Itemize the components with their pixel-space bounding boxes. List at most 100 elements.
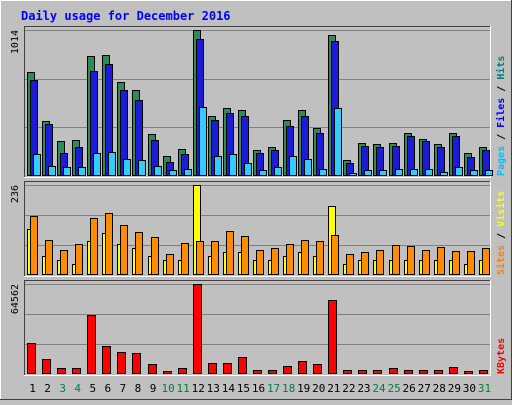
bar-pages-day-15 <box>244 163 252 176</box>
bar-sites-day-27 <box>422 250 430 275</box>
bar-kbytes-day-24 <box>373 370 382 374</box>
bar-pages-day-14 <box>229 154 237 176</box>
bar-sites-day-21 <box>331 235 339 275</box>
bar-files-day-28 <box>437 147 445 176</box>
bar-sites-day-5 <box>90 218 98 275</box>
bar-pages-day-27 <box>425 169 433 176</box>
bar-sites-day-11 <box>181 243 189 275</box>
bar-sites-day-8 <box>135 232 143 275</box>
bar-pages-day-5 <box>93 153 101 176</box>
bar-pages-day-9 <box>154 166 162 176</box>
bar-kbytes-day-3 <box>57 368 66 374</box>
bar-pages-day-8 <box>138 160 146 176</box>
bar-kbytes-day-26 <box>404 370 413 374</box>
bar-kbytes-day-18 <box>283 366 292 374</box>
day-label-18: 18 <box>282 382 295 395</box>
bar-pages-day-25 <box>395 169 403 176</box>
day-label-14: 14 <box>222 382 236 395</box>
scale-max-label-hits-files-pages: 1014 <box>10 30 21 54</box>
bar-kbytes-day-12 <box>193 284 202 374</box>
bar-sites-day-23 <box>361 252 369 275</box>
day-label-5: 5 <box>89 382 96 395</box>
scale-max-label-visits-sites: 236 <box>10 185 21 203</box>
bar-pages-day-21 <box>334 108 342 176</box>
day-label-28: 28 <box>433 382 446 395</box>
bar-kbytes-day-31 <box>479 370 488 374</box>
day-label-31: 31 <box>478 382 491 395</box>
panel-hits-files-pages: 1014 Pages / Files / Hits <box>10 26 507 178</box>
bar-sites-day-16 <box>256 250 264 275</box>
bar-sites-day-4 <box>75 244 83 275</box>
day-label-21: 21 <box>327 382 340 395</box>
bar-pages-day-24 <box>379 170 387 176</box>
bar-kbytes-day-11 <box>178 368 187 374</box>
day-label-9: 9 <box>150 382 157 395</box>
bar-kbytes-day-14 <box>223 363 232 374</box>
chart-title: Daily usage for December 2016 <box>21 9 231 23</box>
day-label-10: 10 <box>161 382 174 395</box>
bar-sites-day-7 <box>120 225 128 275</box>
bar-sites-day-24 <box>376 250 384 275</box>
bar-sites-day-31 <box>482 248 490 275</box>
day-label-20: 20 <box>312 382 325 395</box>
bar-kbytes-day-19 <box>298 361 307 374</box>
day-label-15: 15 <box>237 382 250 395</box>
legend-part-1: / <box>496 128 507 146</box>
day-label-7: 7 <box>120 382 127 395</box>
panel-visits-sites: 236 Sites / Visits <box>10 181 507 277</box>
bar-pages-day-20 <box>319 169 327 176</box>
series-legend-visits-sites: Sites / Visits <box>495 191 507 275</box>
bar-pages-day-16 <box>259 170 267 176</box>
day-label-6: 6 <box>105 382 112 395</box>
chart-panels: 1014 Pages / Files / Hits 236 Sites / Visit… <box>10 26 507 376</box>
series-legend-kbytes: KBytes <box>496 338 507 374</box>
bar-kbytes-day-5 <box>87 315 96 374</box>
legend-part-2: Files <box>495 98 507 128</box>
bar-sites-day-2 <box>45 240 53 275</box>
day-label-11: 11 <box>177 382 190 395</box>
bar-sites-day-22 <box>346 254 354 275</box>
bar-kbytes-day-8 <box>132 353 141 374</box>
bar-kbytes-day-23 <box>358 370 367 374</box>
bar-sites-day-28 <box>437 247 445 275</box>
bar-sites-day-19 <box>301 240 309 275</box>
bar-pages-day-29 <box>455 167 463 176</box>
scale-max-label-kbytes: 64562 <box>10 284 21 314</box>
bar-kbytes-day-25 <box>389 368 398 374</box>
bar-sites-day-30 <box>467 251 475 275</box>
bar-sites-day-15 <box>241 236 249 275</box>
bar-pages-day-13 <box>214 156 222 176</box>
day-label-3: 3 <box>59 382 66 395</box>
bar-sites-day-26 <box>407 246 415 275</box>
bar-pages-day-11 <box>184 169 192 176</box>
bar-sites-day-1 <box>30 216 38 275</box>
bar-kbytes-day-28 <box>434 370 443 374</box>
day-label-23: 23 <box>357 382 370 395</box>
legend-part-1: / <box>496 227 507 245</box>
day-axis-labels: 1 2 3 4 5 6 7 8 9 10 11 12 13 14 15 16 17 18 19 20 21 22 23 24 2… <box>29 382 491 395</box>
bar-sites-day-29 <box>452 251 460 275</box>
bar-pages-day-6 <box>108 152 116 176</box>
bar-pages-day-31 <box>485 170 493 176</box>
bar-sites-day-10 <box>166 254 174 275</box>
day-label-29: 29 <box>448 382 461 395</box>
day-label-27: 27 <box>418 382 431 395</box>
legend-part-2: Visits <box>495 191 507 227</box>
day-label-2: 2 <box>44 382 51 395</box>
bar-sites-day-9 <box>151 237 159 275</box>
day-label-16: 16 <box>252 382 265 395</box>
legend-part-3: / <box>496 80 507 98</box>
bar-pages-day-4 <box>78 167 86 176</box>
bar-kbytes-day-21 <box>328 300 337 374</box>
bar-kbytes-day-2 <box>42 359 51 374</box>
bar-kbytes-day-17 <box>268 370 277 374</box>
day-label-17: 17 <box>267 382 280 395</box>
bar-kbytes-day-1 <box>27 343 36 374</box>
day-label-26: 26 <box>403 382 416 395</box>
bar-pages-day-12 <box>199 107 207 176</box>
bar-kbytes-day-7 <box>117 352 126 374</box>
bar-sites-day-3 <box>60 250 68 275</box>
legend-part-0: KBytes <box>496 338 507 374</box>
